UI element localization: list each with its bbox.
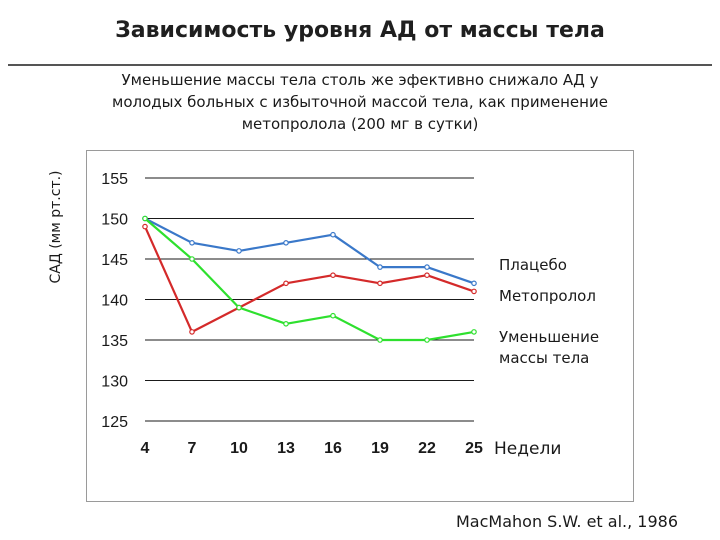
x-tick-label: 10 xyxy=(230,440,248,457)
slide-title: Зависимость уровня АД от массы тела xyxy=(115,18,605,43)
x-tick-label: 7 xyxy=(188,440,197,457)
y-tick-label: 145 xyxy=(101,252,128,269)
data-point xyxy=(377,264,383,270)
data-point xyxy=(424,337,430,343)
x-tick-label: 22 xyxy=(418,440,436,457)
data-point xyxy=(236,248,242,254)
chart-subtitle: Уменьшение массы тела столь же эфективно… xyxy=(112,71,608,133)
data-point xyxy=(377,337,383,343)
data-point xyxy=(189,329,195,335)
data-point xyxy=(424,272,430,279)
y-tick-label: 150 xyxy=(101,212,128,229)
x-tick-label: 25 xyxy=(465,440,483,457)
data-point xyxy=(189,256,195,262)
data-point xyxy=(142,223,148,230)
y-tick-label: 155 xyxy=(101,171,128,188)
y-tick-label: 140 xyxy=(101,293,128,310)
data-point xyxy=(471,288,477,295)
data-point xyxy=(189,240,195,246)
legend-placebo: Плацебо xyxy=(499,256,567,274)
series-line-0 xyxy=(144,217,475,285)
data-point xyxy=(283,240,289,246)
x-tick-label: 4 xyxy=(141,440,150,457)
x-axis-label: Недели xyxy=(494,439,562,459)
data-point xyxy=(330,272,336,279)
data-point xyxy=(330,312,336,319)
y-tick-label: 130 xyxy=(101,374,128,391)
data-point xyxy=(142,215,148,222)
legend-weight-loss: Уменьшение массы тела xyxy=(499,328,600,367)
series-line-1 xyxy=(143,226,475,333)
y-tick-label: 135 xyxy=(101,333,128,350)
title-divider xyxy=(8,64,712,66)
data-point xyxy=(471,280,477,287)
x-tick-label: 19 xyxy=(371,440,389,457)
data-point xyxy=(283,320,289,327)
y-tick-label: 125 xyxy=(101,414,128,431)
x-tick-label: 16 xyxy=(324,440,342,457)
data-point xyxy=(330,231,336,238)
series-line-2 xyxy=(144,217,475,342)
data-point xyxy=(236,304,242,311)
chart-frame xyxy=(86,150,634,502)
legend-metoprolol: Метопролол xyxy=(499,287,596,305)
data-point xyxy=(424,264,430,270)
citation: MacMahon S.W. et al., 1986 xyxy=(456,512,678,531)
x-tick-label: 13 xyxy=(277,440,295,457)
data-point xyxy=(283,280,289,287)
data-point xyxy=(471,329,477,335)
data-point xyxy=(377,280,383,287)
